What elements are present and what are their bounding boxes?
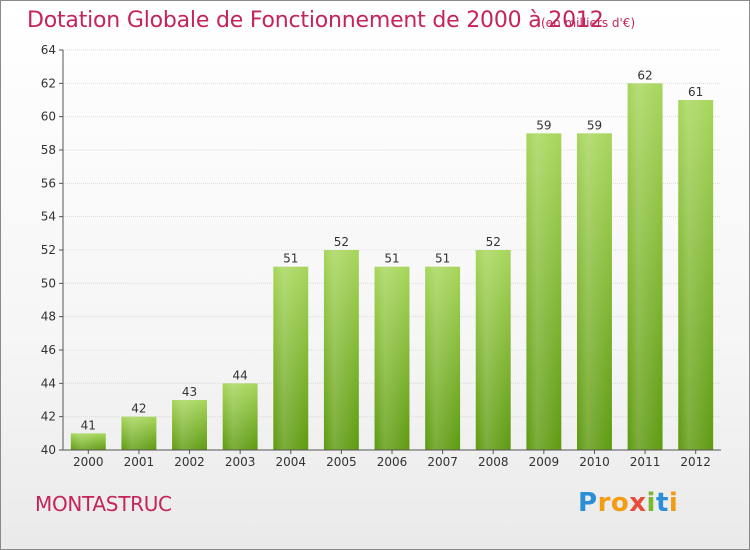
y-tick-label: 44	[41, 376, 56, 390]
logo-letter: o	[610, 488, 630, 518]
bar-shine-2006	[374, 266, 410, 450]
x-tick-label-2007: 2007	[427, 455, 458, 469]
bar-shine-2007	[425, 266, 461, 450]
y-tick-label: 52	[41, 243, 56, 257]
data-label-2008: 52	[486, 235, 501, 249]
data-label-2002: 43	[182, 385, 197, 399]
logo-letter: P	[578, 488, 598, 518]
bar-shine-2005	[323, 250, 359, 450]
x-tick-label-2000: 2000	[73, 455, 104, 469]
x-tick-label-2003: 2003	[225, 455, 256, 469]
y-tick-label: 46	[41, 343, 56, 357]
x-tick-label-2010: 2010	[579, 455, 610, 469]
logo-letter: r	[597, 488, 611, 518]
logo-letter: x	[629, 488, 647, 518]
data-label-2005: 52	[334, 235, 349, 249]
x-tick-label-2011: 2011	[630, 455, 661, 469]
y-tick-label: 54	[41, 210, 56, 224]
bar-shine-2004	[273, 266, 309, 450]
bars	[70, 83, 714, 451]
data-label-2001: 42	[131, 402, 146, 416]
data-label-2000: 41	[81, 418, 96, 432]
y-tick-label: 56	[41, 176, 56, 190]
x-tick-label-2009: 2009	[529, 455, 560, 469]
y-tick-label: 40	[41, 443, 56, 457]
x-tick-label-2001: 2001	[124, 455, 155, 469]
chart-subtitle: (en milliers d'€)	[541, 16, 636, 30]
proxiti-logo: Proxiti	[578, 488, 678, 518]
bar-shine-2003	[222, 383, 258, 450]
y-tick-label: 42	[41, 410, 56, 424]
x-tick-label-2006: 2006	[377, 455, 408, 469]
data-label-2003: 44	[233, 368, 248, 382]
x-tick-label-2002: 2002	[174, 455, 205, 469]
data-label-2011: 62	[637, 68, 652, 82]
x-tick-label-2004: 2004	[275, 455, 306, 469]
chart-title: Dotation Globale de Fonctionnement de 20…	[27, 8, 604, 33]
x-tick-label-2008: 2008	[478, 455, 509, 469]
data-label-2004: 51	[283, 252, 298, 266]
y-tick-label: 60	[41, 110, 56, 124]
x-tick-label-2012: 2012	[680, 455, 711, 469]
bar-shine-2009	[526, 133, 562, 451]
bar-shine-2002	[172, 400, 208, 450]
axes: 40 42 44 46 48 50 52 54 56 58 60 62 64 2000 2001 2002 20…	[41, 43, 721, 469]
logo-letter: i	[668, 488, 679, 518]
data-label-2010: 59	[587, 118, 602, 132]
logo-letter: i	[646, 488, 656, 518]
data-label-2006: 51	[384, 252, 399, 266]
y-tick-label: 48	[41, 310, 56, 324]
data-label-2012: 61	[688, 85, 703, 99]
bar-shine-2012	[678, 100, 714, 450]
y-tick-label: 64	[41, 43, 56, 57]
bar-shine-2001	[121, 416, 157, 450]
bar-shine-2011	[627, 83, 663, 450]
data-label-2009: 59	[536, 118, 551, 132]
y-tick-label: 62	[41, 76, 56, 90]
logo-letter: t	[655, 488, 669, 518]
data-labels: 41 42 43 44 51 52 51 51 52 59 59 62 61	[81, 68, 704, 432]
bar-shine-2010	[576, 133, 612, 451]
y-tick-label: 58	[41, 143, 56, 157]
bar-shine-2000	[70, 433, 106, 450]
data-label-2007: 51	[435, 252, 450, 266]
y-tick-label: 50	[41, 276, 56, 290]
bar-shine-2008	[475, 250, 511, 450]
commune-name: MONTASTRUC	[35, 492, 172, 516]
x-tick-label-2005: 2005	[326, 455, 357, 469]
